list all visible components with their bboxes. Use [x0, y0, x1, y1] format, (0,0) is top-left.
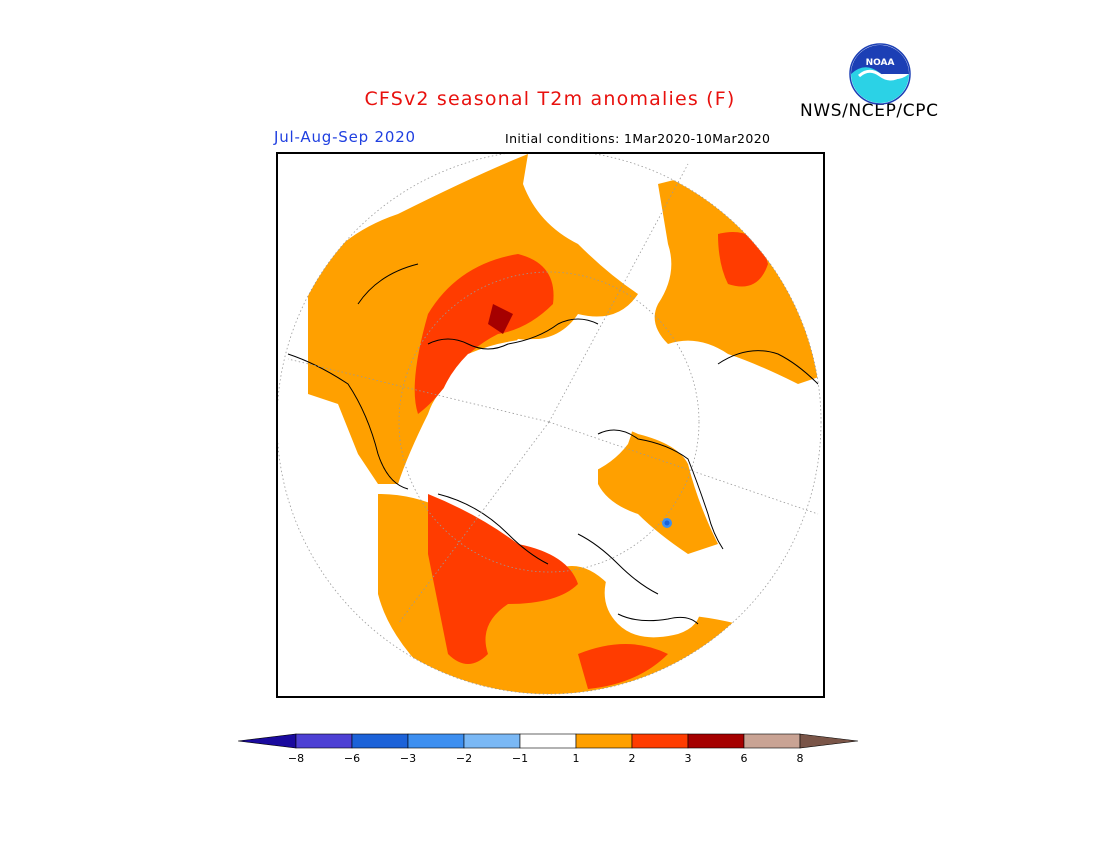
colorbar-bin-8 — [687, 733, 745, 749]
anomaly-region-greenland — [598, 429, 718, 554]
colorbar-tick-label: 8 — [796, 752, 804, 765]
anomaly-region-siberia-peak — [488, 304, 513, 334]
meridians — [287, 163, 819, 625]
colorbar-tick-label: −1 — [511, 752, 529, 765]
colorbar-tick-label: 1 — [572, 752, 580, 765]
colorbar-bin-4 — [463, 733, 521, 749]
colorbar-bin-2 — [351, 733, 409, 749]
colorbar-bin-6 — [575, 733, 633, 749]
forecast-period: Jul-Aug-Sep 2020 — [274, 128, 416, 146]
colorbar-bin-7 — [631, 733, 689, 749]
neutral-region-hudson-bay — [604, 571, 701, 638]
neutral-region-arctic — [436, 339, 635, 484]
colorbar-bin-10 — [799, 733, 859, 749]
anomaly-region-siberia — [414, 254, 554, 414]
colorbar-bin-5 — [519, 733, 577, 749]
colorbar-tick-label: 6 — [740, 752, 748, 765]
anomaly-region-canada-warm — [428, 494, 578, 664]
colorbar-tick-label: −8 — [287, 752, 305, 765]
colorbar-tick-label: −3 — [399, 752, 417, 765]
noaa-logo-text: NOAA — [866, 58, 895, 68]
colorbar-tick-label: −2 — [455, 752, 473, 765]
anomaly-region-north-america-east-warm — [718, 232, 768, 287]
colorbar-tick-label: 2 — [628, 752, 636, 765]
polar-map-panel — [276, 152, 825, 698]
colorbar-bin-1 — [295, 733, 353, 749]
agency-label: NWS/NCEP/CPC — [800, 101, 939, 121]
colorbar — [238, 733, 859, 749]
map-title: CFSv2 seasonal T2m anomalies (F) — [364, 88, 736, 110]
noaa-logo: NOAA — [849, 43, 911, 105]
polar-map — [278, 154, 822, 695]
colorbar-bin-0 — [238, 733, 297, 749]
anomaly-region-southeast-warm — [578, 644, 668, 689]
colorbar-tick-label: −6 — [343, 752, 361, 765]
coastlines — [287, 263, 819, 625]
colorbar-bin-9 — [743, 733, 801, 749]
latitude-circles — [278, 154, 822, 695]
initial-conditions-label: Initial conditions: 1Mar2020-10Mar2020 — [505, 131, 771, 146]
colorbar-tick-label: 3 — [684, 752, 692, 765]
colorbar-bin-3 — [407, 733, 465, 749]
